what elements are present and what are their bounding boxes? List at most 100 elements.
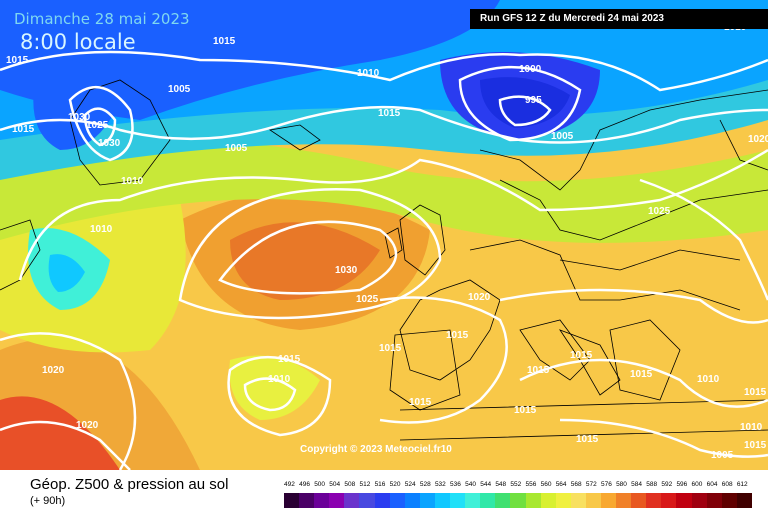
isobar-label: 1005 [168,84,191,95]
scale-value-label: 520 [389,481,401,488]
scale-step: 556 [525,481,541,509]
z500-band-green [0,138,768,243]
scale-step: 580 [616,481,632,509]
isobar-label: 1015 [630,369,653,380]
scale-color-swatch [540,493,556,508]
copyright-notice: Copyright © 2023 Meteociel.fr10 [300,444,452,455]
coastlines [0,79,768,441]
scale-color-swatch [706,493,722,508]
scale-value-label: 544 [480,481,492,488]
scale-step: 508 [344,481,360,509]
scale-step: 572 [585,481,601,509]
isobars [0,50,768,470]
scale-color-swatch [525,493,541,508]
isobar-label: 1015 [744,440,767,451]
scale-step: 560 [540,481,556,509]
scale-value-label: 556 [525,481,537,488]
scale-value-label: 532 [434,481,446,488]
scale-color-swatch [450,493,466,508]
isobar-labels: 1015 1015 1015 1005 1010 1025 1030 1030 … [6,22,768,461]
isobar-label: 1020 [748,134,768,145]
scale-step: 536 [450,481,466,509]
isobar-label: 1015 [409,397,432,408]
scale-color-swatch [691,493,707,508]
isobar-label: 1000 [519,64,542,75]
map-product-title: Géop. Z500 & pression au sol [30,476,229,493]
isobar-label: 1015 [213,36,236,47]
scale-step: 544 [480,481,496,509]
scale-step: 532 [434,481,451,509]
scale-value-label: 516 [374,481,386,488]
isobar-label: 1010 [697,374,720,385]
isobar-label: 1010 [90,224,113,235]
scale-color-swatch [721,493,737,508]
scale-step: 564 [555,481,571,509]
isobar-label: 1015 [744,387,767,398]
isobar-label: 1015 [278,354,301,365]
scale-color-swatch [631,493,647,508]
isobar-label: 1030 [68,112,91,123]
scale-value-label: 564 [555,481,567,488]
z500-greenland-low [33,58,121,151]
weather-map: 1015 1015 1015 1005 1010 1025 1030 1030 … [0,0,768,470]
isobar-label: 1020 [468,292,491,303]
scale-value-label: 528 [419,481,431,488]
isobar-label: 1005 [551,131,574,142]
scale-color-swatch [329,493,345,508]
scale-step: 524 [404,481,420,509]
scale-color-swatch [510,493,526,508]
scale-value-label: 560 [540,481,552,488]
isobar-label: 1010 [740,422,763,433]
scale-color-swatch [299,493,315,508]
scale-value-label: 504 [329,481,341,488]
isobar-label: 1030 [335,265,358,276]
z500-field-far-south-west [0,396,120,470]
scale-value-label: 608 [721,481,733,488]
z500-cutoff-azores [229,355,320,420]
isobar-label: 1010 [121,176,144,187]
scale-color-swatch [585,493,601,508]
scale-value-label: 536 [450,481,461,488]
isobar-label: 1015 [446,330,469,341]
scale-value-label: 492 [284,481,295,488]
isobar-label: 1015 [570,350,593,361]
scale-value-label: 604 [706,481,718,488]
z500-color-scale: 492 496 500 504 508 512 516 520 524 528 532 536 540 5… [284,481,752,509]
scale-step: 516 [374,481,390,509]
scale-color-swatch [404,493,420,508]
scale-value-label: 576 [600,481,612,488]
isobar-label: 1010 [357,68,380,79]
scale-value-label: 612 [736,481,748,488]
isobar-label: 1010 [268,374,291,385]
isobar-label: 1030 [98,138,121,149]
scale-color-swatch [646,493,662,508]
scale-step: 492 [284,481,300,509]
scale-color-swatch [480,493,496,508]
scale-step: 504 [329,481,345,509]
z500-trough-core [480,77,570,128]
scale-color-swatch [495,493,511,508]
scale-step: 540 [465,481,481,509]
isobar-label: 1020 [76,420,99,431]
scale-step: 592 [661,481,677,509]
scale-step: 588 [646,481,662,509]
scale-step: 548 [495,481,511,509]
scale-color-swatch [676,493,692,508]
z500-cutoff-core [48,254,85,292]
z500-ridge-core [230,222,380,300]
isobar-label: 1015 [6,55,29,66]
scale-step: 520 [389,481,405,509]
scale-step: 612 [736,481,752,509]
scale-step: 512 [359,481,375,509]
isobar-label: 1005 [225,143,248,154]
scale-value-label: 568 [570,481,582,488]
scale-color-swatch [419,493,435,508]
forecast-time: 8:00 locale [20,30,136,54]
z500-field-deep-blue [0,0,500,120]
scale-value-label: 548 [495,481,507,488]
isobar-label: 1015 [514,405,537,416]
scale-color-swatch [555,493,571,508]
scale-step: 600 [691,481,707,509]
scale-color-swatch [389,493,405,508]
scale-value-label: 592 [661,481,673,488]
